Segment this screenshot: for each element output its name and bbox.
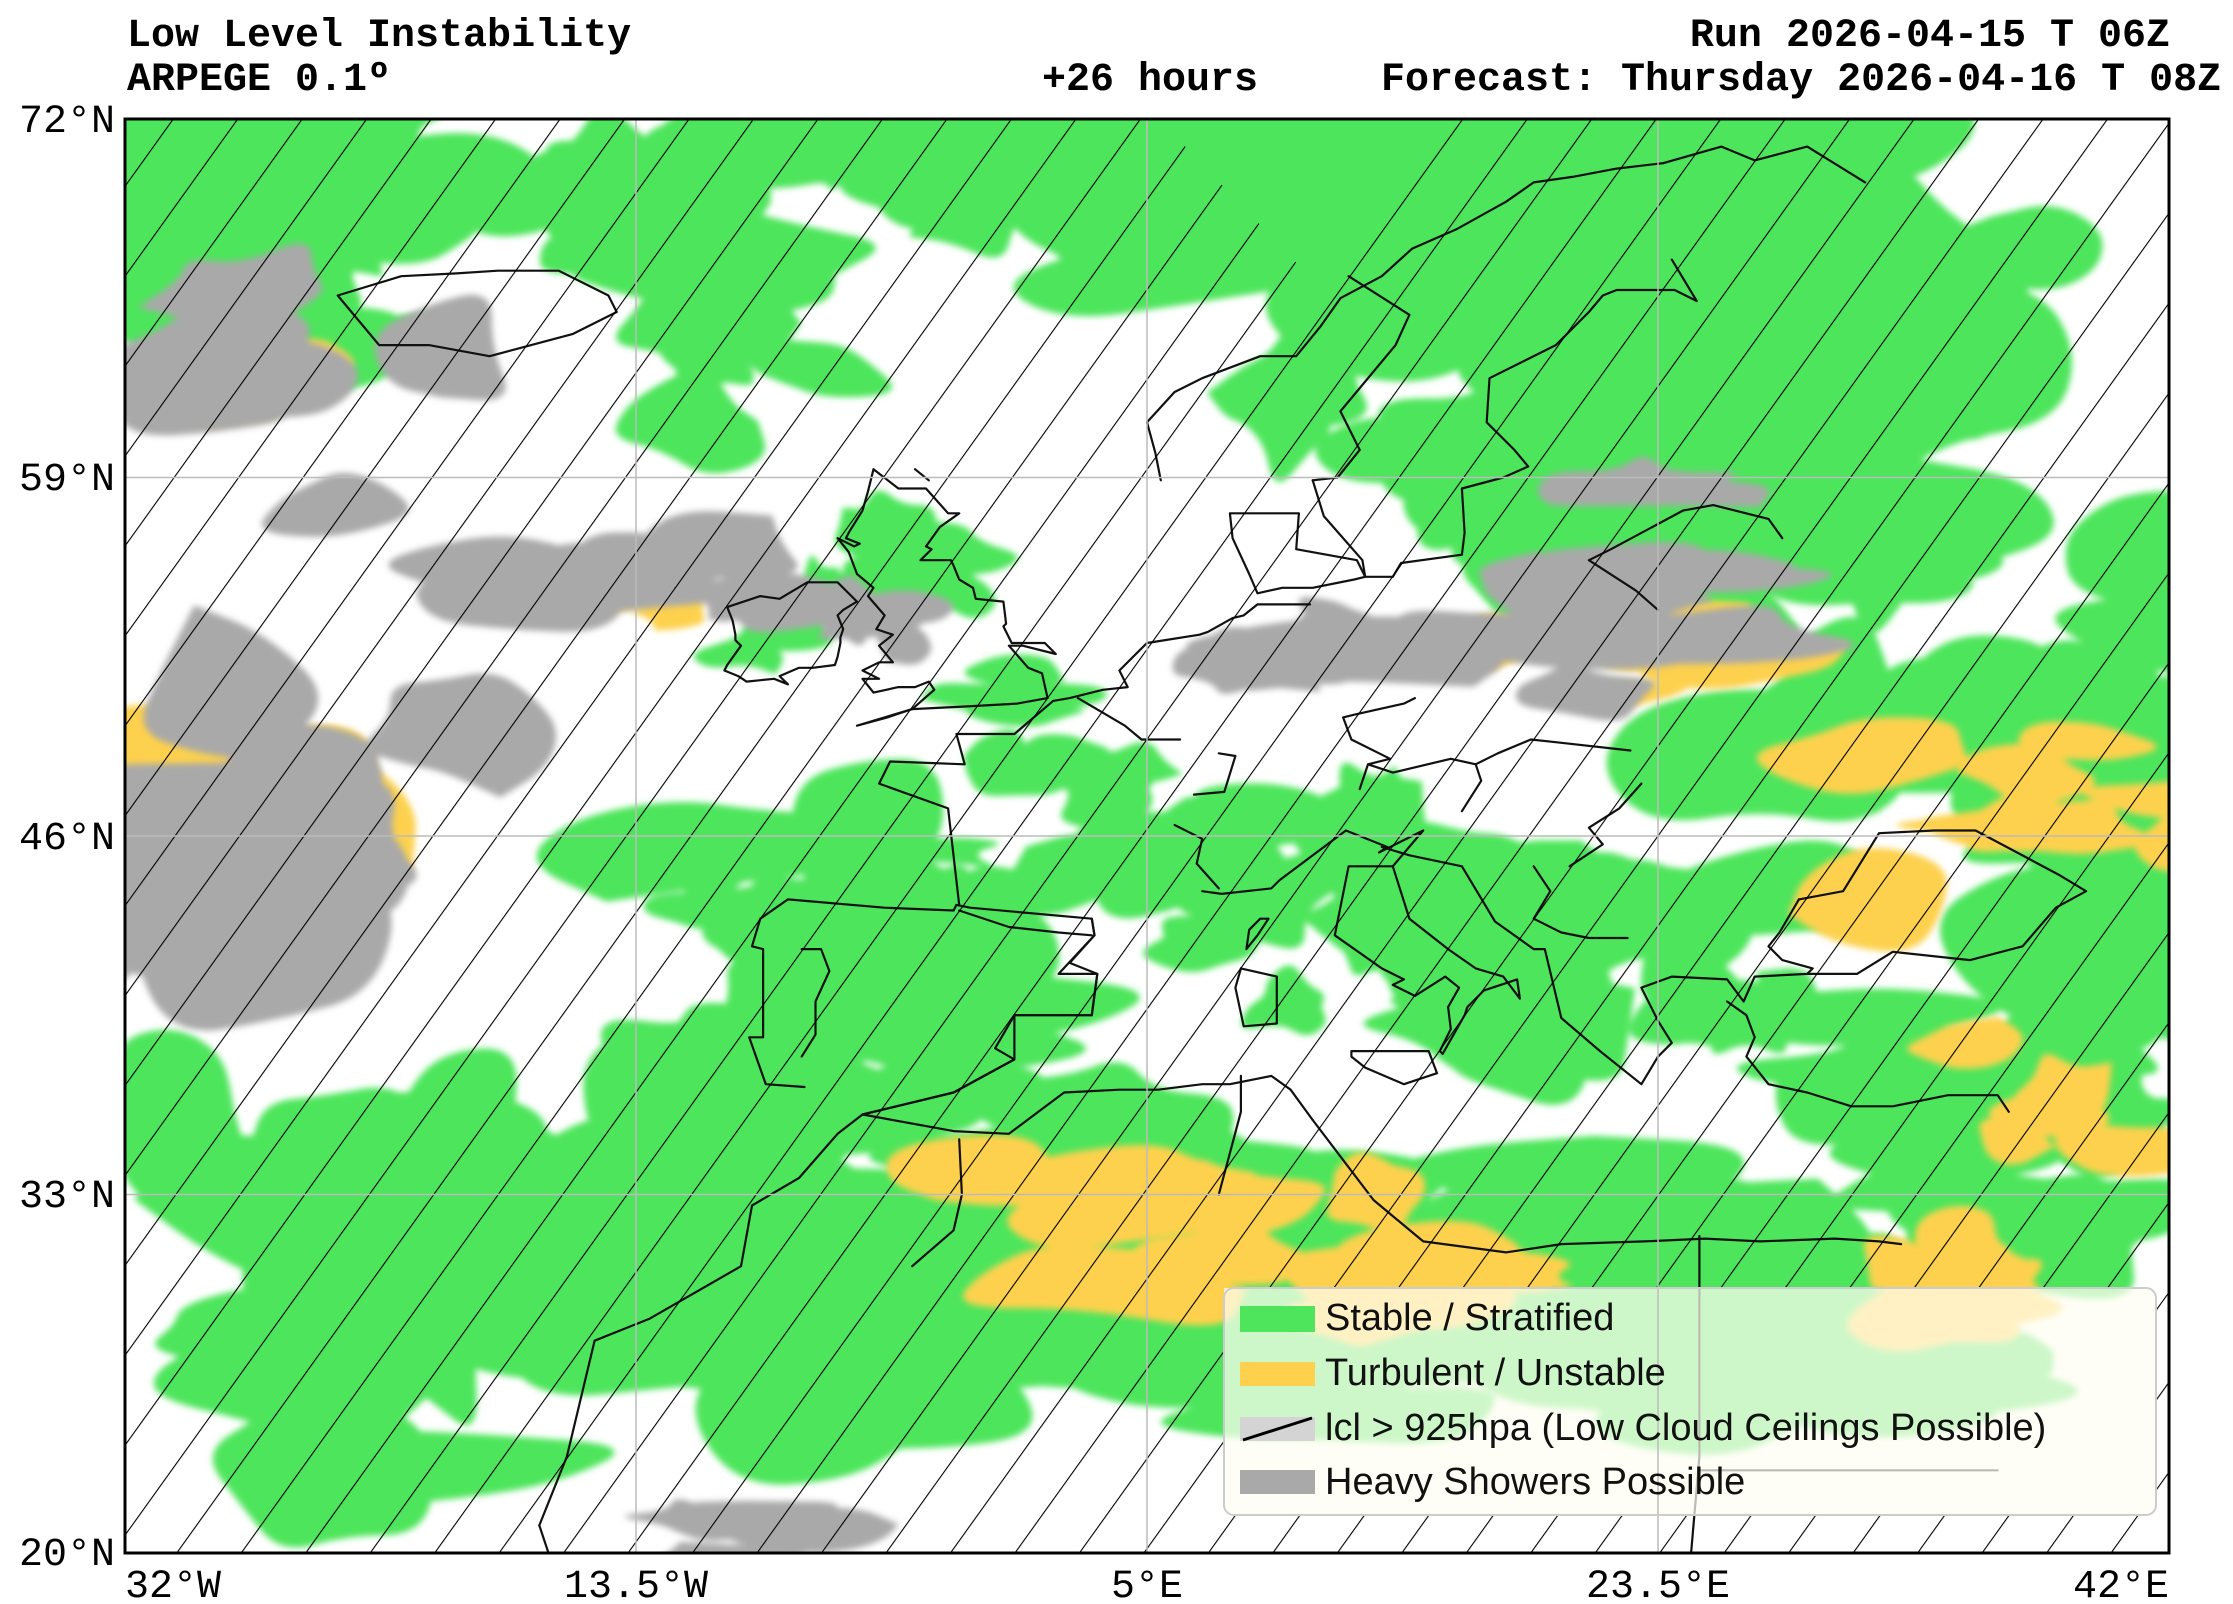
svg-text:42°E: 42°E — [2073, 1565, 2169, 1604]
svg-text:Stable / Stratified: Stable / Stratified — [1325, 1297, 1614, 1339]
svg-text:72°N: 72°N — [19, 100, 115, 145]
svg-text:33°N: 33°N — [19, 1175, 115, 1220]
svg-text:5°E: 5°E — [1111, 1565, 1183, 1604]
svg-text:Turbulent / Unstable: Turbulent / Unstable — [1325, 1352, 1666, 1394]
svg-text:59°N: 59°N — [19, 458, 115, 503]
svg-text:32°W: 32°W — [125, 1565, 221, 1604]
svg-text:13.5°W: 13.5°W — [564, 1565, 708, 1604]
svg-text:23.5°E: 23.5°E — [1586, 1565, 1730, 1604]
svg-text:20°N: 20°N — [19, 1533, 115, 1578]
svg-text:46°N: 46°N — [19, 817, 115, 862]
svg-text:Heavy Showers Possible: Heavy Showers Possible — [1325, 1461, 1745, 1503]
svg-text:lcl > 925hpa (Low Cloud Ceilin: lcl > 925hpa (Low Cloud Ceilings Possibl… — [1325, 1407, 2046, 1449]
